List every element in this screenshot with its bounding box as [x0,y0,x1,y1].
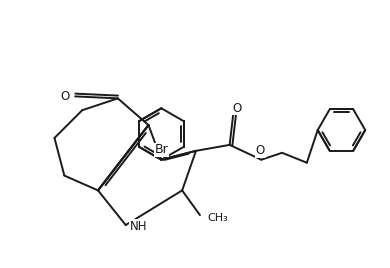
Text: Br: Br [154,143,168,156]
Text: O: O [256,144,265,157]
Text: NH: NH [130,219,147,233]
Text: O: O [61,90,70,103]
Text: CH₃: CH₃ [208,213,229,223]
Text: O: O [232,102,241,115]
